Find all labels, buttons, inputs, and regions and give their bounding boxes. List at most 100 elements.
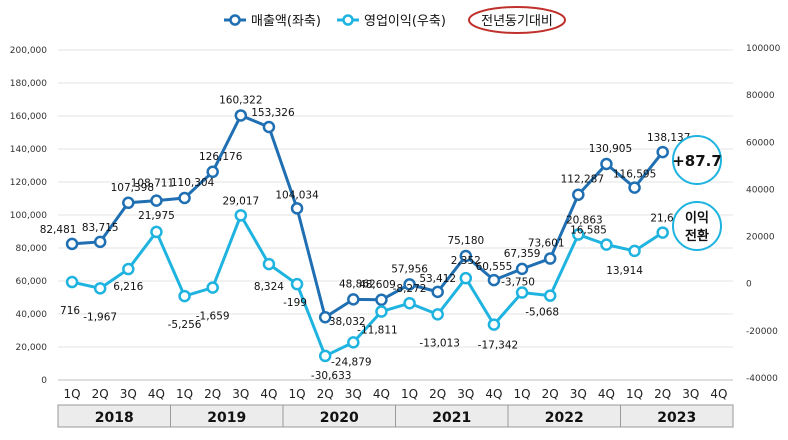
left-tick-label: 100,000 xyxy=(10,211,47,221)
sales-data-label: 104,034 xyxy=(275,189,319,201)
sales-data-label: 153,326 xyxy=(251,107,295,119)
quarter-label: 1Q xyxy=(514,387,531,401)
quarter-label: 1Q xyxy=(401,387,418,401)
sales-data-label: 108,711 xyxy=(131,178,174,190)
op-profit-point xyxy=(178,289,191,303)
op-profit-data-label: 716 xyxy=(60,305,80,317)
legend-op-marker xyxy=(342,14,354,26)
right-tick-label: 20000 xyxy=(746,233,775,243)
quarter-label: 3Q xyxy=(457,387,474,401)
sales-point xyxy=(487,273,501,287)
op-profit-data-label: -11,811 xyxy=(357,325,398,337)
op-profit-point xyxy=(290,277,304,291)
sales-point xyxy=(206,165,219,179)
sales-point xyxy=(318,310,332,324)
legend: 매출액(좌축) 영업이익(우축) 전년동기대비 xyxy=(224,6,566,34)
left-tick-label: 160,000 xyxy=(10,112,47,122)
sales-yoy-callout-circle xyxy=(672,135,722,185)
quarter-label: 3Q xyxy=(232,387,249,401)
op-profit-data-label: -5,256 xyxy=(168,319,202,331)
sales-point xyxy=(515,262,529,276)
quarter-label: 1Q xyxy=(626,387,643,401)
op-profit-data-label: -17,342 xyxy=(478,340,519,352)
op-profit-point xyxy=(65,275,79,289)
op-profit-point xyxy=(122,262,135,276)
sales-data-label: 107,398 xyxy=(111,182,154,194)
op-profit-data-label: 29,017 xyxy=(222,195,259,207)
op-profit-data-label: 21,975 xyxy=(138,210,175,222)
left-tick-label: 200,000 xyxy=(10,46,47,56)
op-profit-data-label: 8,324 xyxy=(254,281,284,293)
sales-data-label: 130,905 xyxy=(589,143,632,155)
gridlines xyxy=(58,49,733,381)
year-label: 2018 xyxy=(95,410,134,426)
sales-point xyxy=(347,293,360,306)
sales-point xyxy=(628,181,641,194)
op-profit-point xyxy=(403,296,416,310)
sales-data-label: 110,304 xyxy=(171,177,215,189)
sales-data-label: 67,359 xyxy=(504,248,541,260)
op-profit-data-label: 2,352 xyxy=(451,255,481,267)
left-tick-label: 40,000 xyxy=(16,310,48,320)
quarter-label: 1Q xyxy=(176,387,193,401)
year-label: 2019 xyxy=(207,410,246,426)
op-profit-data-label: 13,914 xyxy=(606,265,643,277)
op-profit-point xyxy=(93,282,107,295)
op-profit-data-label: -24,879 xyxy=(331,356,372,368)
sales-point xyxy=(65,237,79,251)
op-profit-data-label: -30,633 xyxy=(311,370,352,382)
op-profit-point xyxy=(431,308,444,321)
op-turnaround-callout-line1: 이익 xyxy=(685,210,709,226)
op-profit-data-label: -1,967 xyxy=(83,311,117,323)
left-tick-label: 120,000 xyxy=(10,178,47,188)
op-profit-data-label: -5,068 xyxy=(525,307,559,319)
quarter-label: 3Q xyxy=(120,387,137,401)
sales-data-label: 53,412 xyxy=(419,273,456,285)
sales-data-label: 116,595 xyxy=(613,169,656,181)
sales-point xyxy=(431,285,444,299)
left-tick-label: 60,000 xyxy=(16,277,48,287)
op-profit-line xyxy=(71,213,664,358)
sales-data-label: 73,601 xyxy=(528,238,565,250)
sales-data-label: 83,715 xyxy=(82,222,119,234)
op-profit-point xyxy=(487,318,501,331)
sales-data-label: 138,137 xyxy=(647,132,690,144)
op-profit-point xyxy=(262,257,276,271)
op-profit-point xyxy=(515,286,529,299)
sales-point xyxy=(600,157,613,171)
op-profit-data-label: 6,216 xyxy=(113,281,143,293)
sales-data-label: 38,032 xyxy=(329,316,366,328)
sales-data-label: 82,481 xyxy=(40,224,77,236)
op-profit-data-label: -199 xyxy=(283,297,307,309)
right-tick-label: -20000 xyxy=(746,327,778,337)
legend-sales-label: 매출액(좌축) xyxy=(251,14,321,29)
quarter-label: 2Q xyxy=(542,387,559,401)
quarter-label: 4Q xyxy=(485,387,502,401)
quarter-label: 1Q xyxy=(64,387,81,401)
op-profit-point xyxy=(206,281,219,294)
sales-point xyxy=(122,196,135,210)
year-label: 2022 xyxy=(545,410,584,426)
op-profit-point xyxy=(628,244,641,258)
quarter-label: 3Q xyxy=(570,387,587,401)
quarter-label: 2Q xyxy=(204,387,221,401)
quarter-label: 2Q xyxy=(654,387,671,401)
op-profit-data-label: 16,585 xyxy=(570,225,607,237)
right-tick-label: 100000 xyxy=(746,44,781,54)
sales-data-label: 126,176 xyxy=(199,151,243,163)
sales-yoy-callout-text: +87.7 xyxy=(672,152,722,170)
left-tick-label: 140,000 xyxy=(10,145,47,155)
legend-sales-marker xyxy=(229,14,241,26)
quarter-label: 4Q xyxy=(373,387,390,401)
quarter-label: 4Q xyxy=(598,387,615,401)
sales-data-label: 60,555 xyxy=(476,261,513,273)
right-axis-ticks: -40000 -20000 0 20000 40000 60000 80000 100000 xyxy=(746,44,781,384)
year-label: 2021 xyxy=(432,410,471,426)
legend-yoy-ring xyxy=(468,6,566,34)
sales-point xyxy=(178,191,191,205)
callouts: +87.7 이익 전환 xyxy=(672,135,722,251)
op-profit-point xyxy=(318,349,332,363)
op-profit-point xyxy=(572,228,585,241)
right-tick-label: -40000 xyxy=(746,374,778,384)
left-tick-label: 80,000 xyxy=(16,244,48,254)
